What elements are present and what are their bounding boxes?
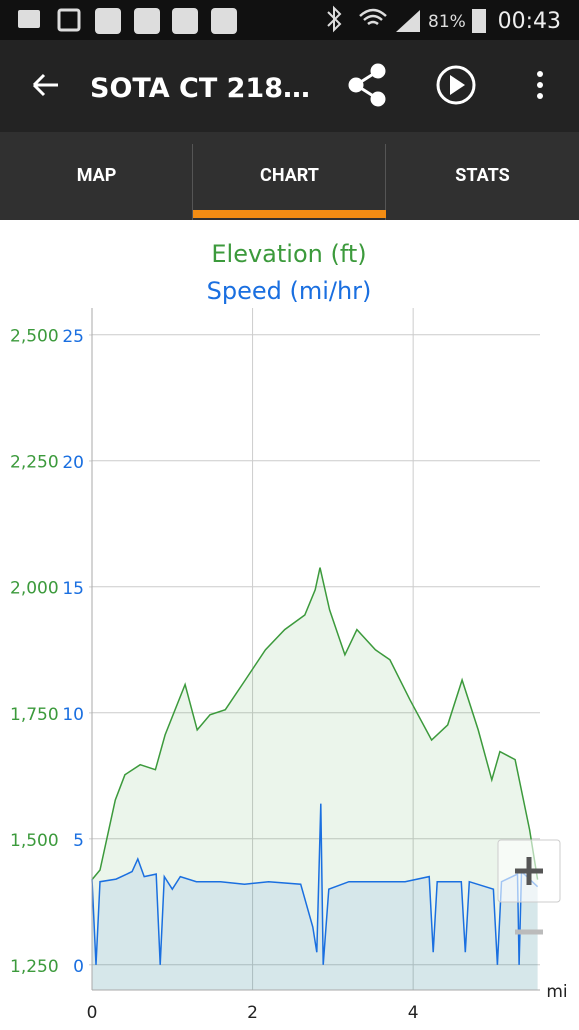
tab-divider (385, 144, 386, 220)
y-tick-label: 1,250 (10, 957, 59, 977)
share-button[interactable] (348, 63, 386, 107)
x-tick-label: 4 (408, 1003, 419, 1023)
x-tick-label: 0 (87, 1003, 98, 1023)
y2-tick-label: 0 (73, 957, 84, 977)
y-tick-label: 1,750 (10, 705, 59, 725)
app-bar-content: SOTA CT 218… (32, 63, 543, 107)
area-fill (92, 567, 538, 990)
bluetooth-icon (327, 5, 342, 33)
y-tick-label: 2,500 (10, 327, 59, 347)
y2-tick-label: 20 (62, 453, 84, 473)
tab[interactable]: MAP (76, 165, 117, 186)
icon (134, 8, 160, 34)
tab-indicator (193, 210, 386, 218)
series-line (91, 803, 539, 965)
wifi-icon (359, 8, 387, 26)
tab-divider (192, 144, 193, 220)
area-fill (92, 803, 538, 990)
y2-tick-label: 5 (73, 831, 84, 851)
battery-icon (472, 9, 486, 33)
tab[interactable]: CHART (260, 165, 319, 186)
icon (95, 8, 121, 34)
play-button[interactable] (436, 65, 476, 105)
y2-tick-label: 15 (62, 579, 84, 599)
tab-bar: MAP CHART STATS (0, 132, 579, 220)
y-tick-label: 2,000 (10, 579, 59, 599)
app-title: SOTA CT 218… (90, 73, 310, 104)
clock: 00:43 (498, 9, 561, 34)
status-icons: 81% 00:43 (18, 5, 561, 34)
icon (57, 8, 81, 32)
icon (18, 10, 40, 28)
icon (211, 8, 237, 34)
y-tick-label: 2,250 (10, 453, 59, 473)
app-bar: SOTA CT 218… (0, 40, 579, 132)
zoom-in-icon (515, 857, 543, 885)
tab[interactable]: STATS (455, 165, 510, 186)
legend-entry: Elevation (ft) (211, 240, 366, 268)
back-button[interactable] (32, 73, 58, 97)
signal-icon (396, 10, 420, 32)
x-axis-label: mi (546, 982, 567, 1002)
zoom-controls (497, 839, 561, 935)
y-tick-label: 1,500 (10, 831, 59, 851)
menu-button[interactable] (537, 71, 543, 99)
legend-entry: Speed (mi/hr) (207, 277, 372, 305)
icon (172, 8, 198, 34)
y2-tick-label: 10 (62, 705, 84, 725)
y2-tick-label: 25 (62, 327, 84, 347)
x-tick-label: 2 (247, 1003, 258, 1023)
chart: Elevation (ft) Speed (mi/hr) 1,250 1,500 1,7… (10, 240, 568, 1023)
status-bar: 81% 00:43 (0, 0, 579, 40)
battery-percent: 81% (428, 12, 466, 32)
series-line (91, 567, 539, 881)
